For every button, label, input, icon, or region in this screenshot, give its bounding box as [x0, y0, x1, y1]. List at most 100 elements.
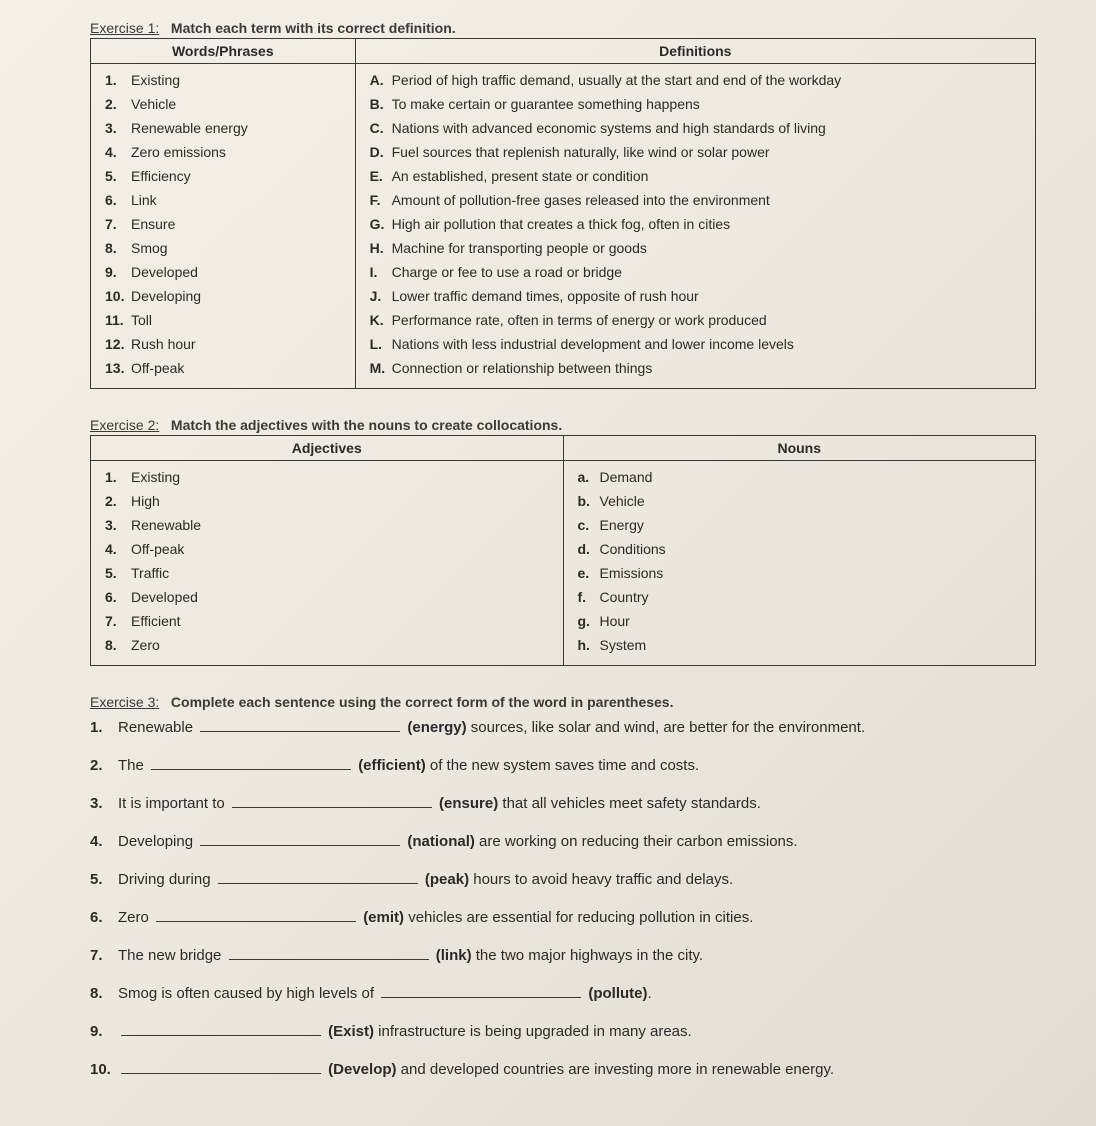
word-item: 3.Renewable energy [105, 118, 341, 139]
definition-item: C.Nations with advanced economic systems… [370, 118, 1021, 139]
item-text: High air pollution that creates a thick … [392, 214, 1021, 235]
definition-item: J.Lower traffic demand times, opposite o… [370, 286, 1021, 307]
item-text: Smog [131, 238, 341, 259]
word-hint: (link) [436, 947, 472, 964]
blank-line [229, 944, 429, 960]
sentence-text: (Develop) and developed countries are in… [118, 1058, 1036, 1082]
fill-blank-item: 5.Driving during (peak) hours to avoid h… [90, 868, 1036, 892]
word-item: 12.Rush hour [105, 334, 341, 355]
ex1-col2-header: Definitions [355, 39, 1035, 64]
item-number: 2. [105, 491, 131, 512]
blank-line [156, 906, 356, 922]
item-text: Lower traffic demand times, opposite of … [392, 286, 1021, 307]
word-hint: (Exist) [328, 1023, 374, 1040]
fill-blank-item: 3.It is important to (ensure) that all v… [90, 792, 1036, 816]
item-letter: L. [370, 334, 392, 355]
item-text: Emissions [600, 563, 1022, 584]
item-letter: C. [370, 118, 392, 139]
item-letter: I. [370, 262, 392, 283]
item-number: 4. [105, 142, 131, 163]
blank-line [232, 792, 432, 808]
item-number: 10. [90, 1058, 118, 1082]
exercise3-header: Exercise 3: Complete each sentence using… [90, 694, 1036, 710]
item-text: System [600, 635, 1022, 656]
item-number: 12. [105, 334, 131, 355]
adjective-item: 5.Traffic [105, 563, 549, 584]
item-number: 6. [105, 190, 131, 211]
item-text: Renewable [131, 515, 549, 536]
item-number: 11. [105, 310, 131, 331]
item-letter: K. [370, 310, 392, 331]
word-item: 7.Ensure [105, 214, 341, 235]
blank-line [200, 830, 400, 846]
ex2-label: Exercise 2: [90, 417, 159, 433]
item-number: 4. [105, 539, 131, 560]
word-hint: (ensure) [439, 795, 498, 812]
item-text: Traffic [131, 563, 549, 584]
blank-line [200, 716, 400, 732]
fill-blank-item: 9. (Exist) infrastructure is being upgra… [90, 1020, 1036, 1044]
item-text: Existing [131, 70, 341, 91]
item-number: 8. [105, 635, 131, 656]
fill-blank-item: 7.The new bridge (link) the two major hi… [90, 944, 1036, 968]
word-item: 4.Zero emissions [105, 142, 341, 163]
item-text: Conditions [600, 539, 1022, 560]
item-text: Performance rate, often in terms of ener… [392, 310, 1021, 331]
definition-item: H.Machine for transporting people or goo… [370, 238, 1021, 259]
item-number: 7. [105, 611, 131, 632]
sentence-text: Developing (national) are working on red… [118, 830, 1036, 854]
item-text: Connection or relationship between thing… [392, 358, 1021, 379]
noun-item: e.Emissions [578, 563, 1022, 584]
noun-item: g.Hour [578, 611, 1022, 632]
ex1-title: Match each term with its correct definit… [171, 20, 456, 36]
definition-item: L.Nations with less industrial developme… [370, 334, 1021, 355]
sentence-text: (Exist) infrastructure is being upgraded… [118, 1020, 1036, 1044]
ex3-label: Exercise 3: [90, 694, 159, 710]
item-text: Zero emissions [131, 142, 341, 163]
item-number: 10. [105, 286, 131, 307]
ex2-adj-cell: 1.Existing2.High3.Renewable4.Off-peak5.T… [91, 461, 564, 666]
blank-line [381, 982, 581, 998]
sentence-text: Renewable (energy) sources, like solar a… [118, 716, 1036, 740]
item-letter: E. [370, 166, 392, 187]
item-number: 4. [90, 830, 118, 854]
fill-blank-item: 2.The (efficient) of the new system save… [90, 754, 1036, 778]
fill-blank-item: 6.Zero (emit) vehicles are essential for… [90, 906, 1036, 930]
item-text: Off-peak [131, 358, 341, 379]
word-hint: (Develop) [328, 1061, 396, 1078]
item-text: Country [600, 587, 1022, 608]
item-text: Nations with advanced economic systems a… [392, 118, 1021, 139]
definition-item: K.Performance rate, often in terms of en… [370, 310, 1021, 331]
fill-blank-item: 8.Smog is often caused by high levels of… [90, 982, 1036, 1006]
word-item: 10.Developing [105, 286, 341, 307]
item-text: Toll [131, 310, 341, 331]
item-text: An established, present state or conditi… [392, 166, 1021, 187]
exercise1-header: Exercise 1: Match each term with its cor… [90, 20, 1036, 36]
word-hint: (peak) [425, 871, 469, 888]
blank-line [121, 1058, 321, 1074]
ex2-title: Match the adjectives with the nouns to c… [171, 417, 562, 433]
noun-item: h.System [578, 635, 1022, 656]
item-text: Vehicle [600, 491, 1022, 512]
item-number: 13. [105, 358, 131, 379]
item-number: 2. [90, 754, 118, 778]
item-letter: H. [370, 238, 392, 259]
sentence-text: Zero (emit) vehicles are essential for r… [118, 906, 1036, 930]
sentence-text: The new bridge (link) the two major high… [118, 944, 1036, 968]
item-letter: h. [578, 635, 600, 656]
exercise2-table: Adjectives Nouns 1.Existing2.High3.Renew… [90, 435, 1036, 666]
ex1-col1-header: Words/Phrases [91, 39, 356, 64]
worksheet-page: Exercise 1: Match each term with its cor… [0, 0, 1096, 1126]
fill-blank-item: 10. (Develop) and developed countries ar… [90, 1058, 1036, 1082]
item-number: 5. [90, 868, 118, 892]
word-hint: (pollute) [588, 985, 647, 1002]
item-number: 3. [105, 515, 131, 536]
item-text: Zero [131, 635, 549, 656]
item-text: Rush hour [131, 334, 341, 355]
item-letter: D. [370, 142, 392, 163]
adjective-item: 4.Off-peak [105, 539, 549, 560]
word-item: 8.Smog [105, 238, 341, 259]
definition-item: G.High air pollution that creates a thic… [370, 214, 1021, 235]
definition-item: F.Amount of pollution-free gases release… [370, 190, 1021, 211]
sentence-text: Driving during (peak) hours to avoid hea… [118, 868, 1036, 892]
